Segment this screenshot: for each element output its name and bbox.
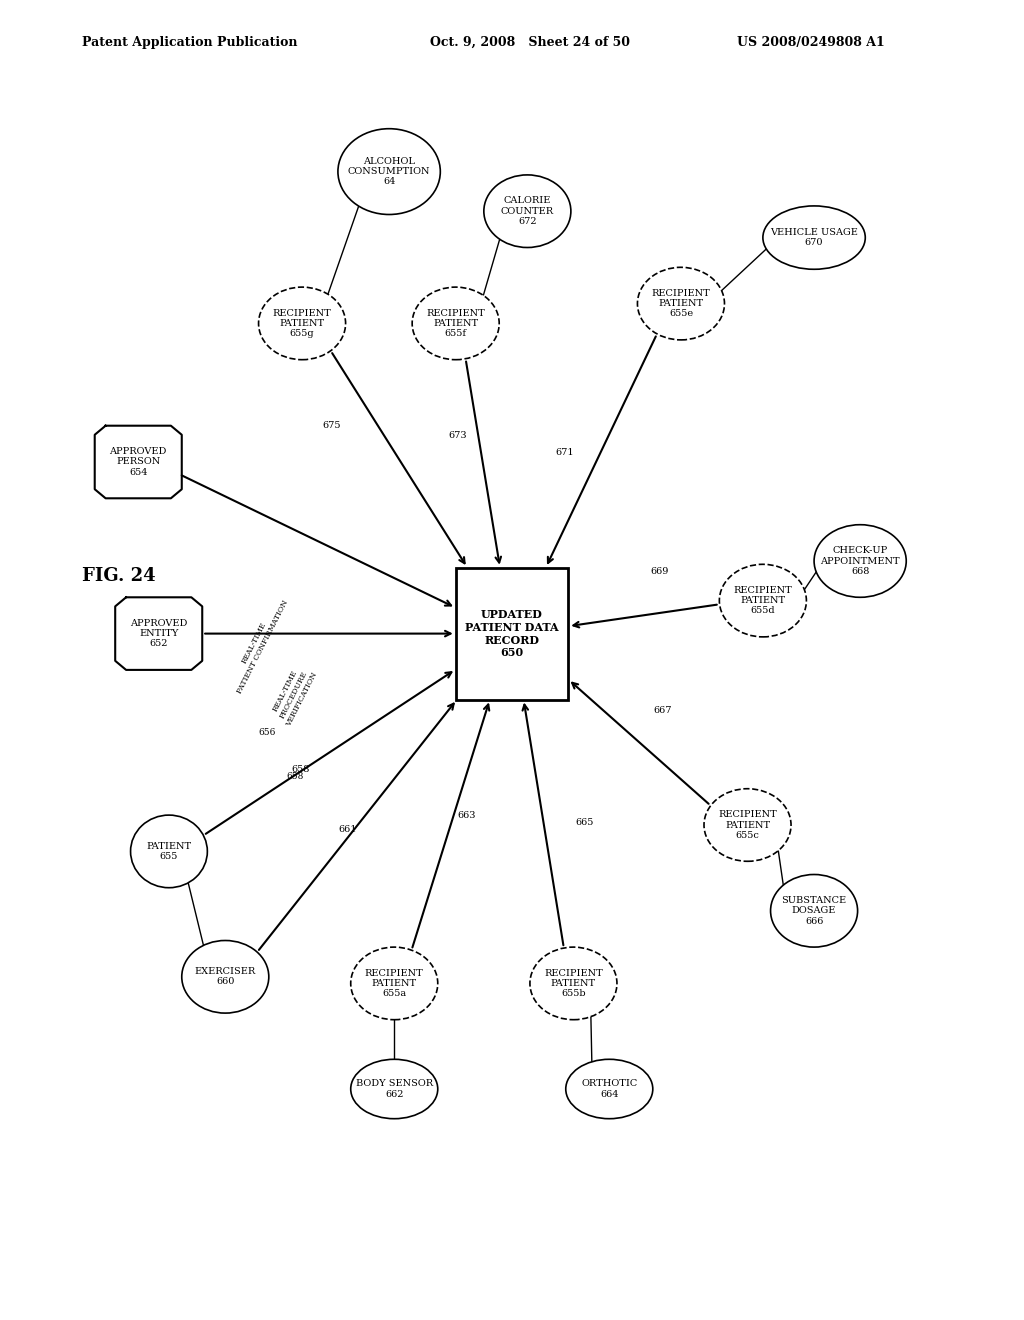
Ellipse shape — [637, 267, 725, 341]
Text: RECIPIENT
PATIENT
655f: RECIPIENT PATIENT 655f — [426, 309, 485, 338]
Ellipse shape — [719, 565, 807, 636]
Text: REAL-TIME
PATIENT CONFIRMATION: REAL-TIME PATIENT CONFIRMATION — [227, 594, 290, 696]
Text: ORTHOTIC
664: ORTHOTIC 664 — [582, 1080, 637, 1098]
Text: Oct. 9, 2008   Sheet 24 of 50: Oct. 9, 2008 Sheet 24 of 50 — [430, 36, 630, 49]
Text: 658: 658 — [292, 766, 310, 775]
Text: VEHICLE USAGE
670: VEHICLE USAGE 670 — [770, 228, 858, 247]
Ellipse shape — [412, 286, 500, 359]
Text: 661: 661 — [338, 825, 356, 834]
Text: 671: 671 — [555, 449, 573, 458]
Text: 675: 675 — [323, 421, 341, 430]
Ellipse shape — [182, 940, 268, 1014]
Text: EXERCISER
660: EXERCISER 660 — [195, 968, 256, 986]
Text: BODY SENSOR
662: BODY SENSOR 662 — [355, 1080, 433, 1098]
Text: CHECK-UP
APPOINTMENT
668: CHECK-UP APPOINTMENT 668 — [820, 546, 900, 576]
Ellipse shape — [350, 1059, 438, 1119]
Ellipse shape — [484, 176, 571, 248]
Text: REAL-TIME
PROCEDURE
VERIFICATION: REAL-TIME PROCEDURE VERIFICATION — [268, 663, 319, 729]
Ellipse shape — [350, 946, 438, 1019]
Text: 663: 663 — [458, 812, 476, 821]
Text: SUBSTANCE
DOSAGE
666: SUBSTANCE DOSAGE 666 — [781, 896, 847, 925]
Text: 669: 669 — [650, 568, 669, 577]
Ellipse shape — [530, 946, 616, 1019]
Text: APPROVED
PERSON
654: APPROVED PERSON 654 — [110, 447, 167, 477]
Text: UPDATED
PATIENT DATA
RECORD
650: UPDATED PATIENT DATA RECORD 650 — [465, 609, 559, 659]
Text: 667: 667 — [653, 706, 672, 715]
Text: ALCOHOL
CONSUMPTION
64: ALCOHOL CONSUMPTION 64 — [348, 157, 430, 186]
Text: RECIPIENT
PATIENT
655a: RECIPIENT PATIENT 655a — [365, 969, 424, 998]
FancyBboxPatch shape — [456, 568, 568, 700]
Text: 673: 673 — [449, 432, 467, 441]
Text: RECIPIENT
PATIENT
655b: RECIPIENT PATIENT 655b — [544, 969, 603, 998]
Ellipse shape — [565, 1059, 653, 1119]
Text: 658: 658 — [287, 772, 304, 781]
Ellipse shape — [814, 525, 906, 598]
Text: 665: 665 — [575, 818, 594, 828]
Ellipse shape — [258, 286, 345, 359]
Text: RECIPIENT
PATIENT
655d: RECIPIENT PATIENT 655d — [733, 586, 793, 615]
Text: RECIPIENT
PATIENT
655g: RECIPIENT PATIENT 655g — [272, 309, 332, 338]
Text: FIG. 24: FIG. 24 — [82, 566, 156, 585]
Ellipse shape — [705, 789, 791, 862]
Ellipse shape — [763, 206, 865, 269]
Text: CALORIE
COUNTER
672: CALORIE COUNTER 672 — [501, 197, 554, 226]
Text: PATIENT
655: PATIENT 655 — [146, 842, 191, 861]
Text: RECIPIENT
PATIENT
655e: RECIPIENT PATIENT 655e — [651, 289, 711, 318]
Text: RECIPIENT
PATIENT
655c: RECIPIENT PATIENT 655c — [718, 810, 777, 840]
Ellipse shape — [771, 874, 858, 948]
Text: Patent Application Publication: Patent Application Publication — [82, 36, 297, 49]
Text: APPROVED
ENTITY
652: APPROVED ENTITY 652 — [130, 619, 187, 648]
Ellipse shape — [131, 814, 207, 888]
Text: 656: 656 — [258, 729, 275, 738]
Text: US 2008/0249808 A1: US 2008/0249808 A1 — [737, 36, 885, 49]
Ellipse shape — [338, 128, 440, 214]
